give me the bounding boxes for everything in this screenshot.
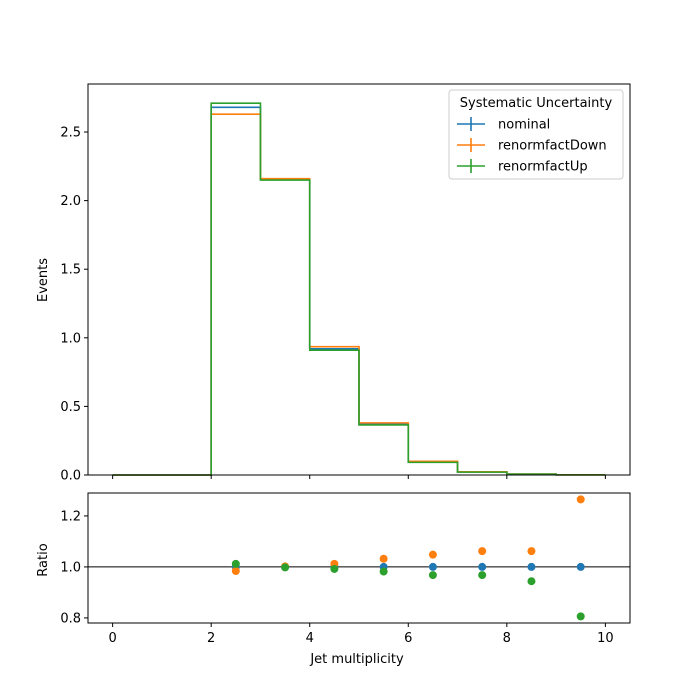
ratio-point-renormfactUp (428, 571, 437, 580)
legend-label-renormfactUp: renormfactUp (498, 160, 588, 175)
ratio-point-nominal (527, 562, 536, 571)
x-tick-label-10: 10 (597, 631, 614, 646)
ratio-y-tick-label-0.8: 0.8 (60, 611, 81, 626)
ratio-point-nominal (576, 562, 585, 571)
ratio-point-renormfactDown (576, 495, 585, 504)
ratio-point-renormfactUp (281, 563, 290, 572)
histogram-step-renormfactUp (112, 102, 606, 476)
ratio-point-renormfactDown (428, 550, 437, 559)
ratio-y-ticks: 0.8 1.0 1.2 (60, 509, 88, 626)
ratio-point-nominal (478, 562, 487, 571)
ratio-point-renormfactUp (527, 577, 536, 586)
legend: Systematic Uncertainty nominal renormfact… (448, 89, 624, 180)
histogram-y-ticks: 0.0 0.5 1.0 1.5 2.0 2.5 (60, 126, 88, 484)
x-axis-label: Jet multiplicity (309, 652, 404, 667)
ratio-point-renormfactUp (576, 612, 585, 621)
x-tick-label-2: 2 (207, 631, 215, 646)
ratio-point-renormfactDown (379, 554, 388, 563)
histogram-y-tick-label-1.0: 1.0 (60, 331, 81, 346)
ratio-series-renormfactUp (231, 559, 585, 621)
histogram-series-group (112, 102, 606, 476)
ratio-y-tick-label-1.2: 1.2 (60, 509, 81, 524)
ratio-point-renormfactDown (527, 547, 536, 556)
ratio-point-renormfactUp (231, 559, 240, 568)
histogram-y-tick-label-0.0: 0.0 (60, 469, 81, 484)
legend-entry-renormfactDown: renormfactDown (457, 138, 607, 154)
legend-label-renormfactDown: renormfactDown (498, 139, 607, 154)
ratio-panel: 0 2 4 6 8 10 0.8 1.0 1.2 Ratio Jet multiplicity (36, 492, 631, 667)
x-tick-label-8: 8 (503, 631, 511, 646)
ratio-points-group (231, 495, 585, 621)
histogram-y-tick-label-2.5: 2.5 (60, 126, 81, 141)
ratio-point-nominal (428, 562, 437, 571)
ratio-y-axis-label: Ratio (36, 543, 51, 576)
histogram-y-tick-label-1.5: 1.5 (60, 263, 81, 278)
ratio-point-renormfactDown (231, 567, 240, 575)
x-tick-label-4: 4 (306, 631, 314, 646)
histogram-x-ticks (112, 475, 606, 479)
ratio-frame (87, 492, 631, 624)
histogram-y-tick-label-0.5: 0.5 (60, 400, 81, 415)
legend-box (448, 89, 624, 180)
ratio-point-renormfactDown (478, 547, 487, 556)
histogram-frame (87, 83, 631, 476)
x-tick-label-6: 6 (404, 631, 412, 646)
ratio-point-renormfactUp (330, 564, 339, 573)
ratio-point-renormfactUp (379, 567, 388, 576)
ratio-point-renormfactUp (478, 571, 487, 580)
histogram-panel: 0.0 0.5 1.0 1.5 2.0 2.5 Events Systematic Unc… (36, 83, 631, 484)
ratio-x-ticks: 0 2 4 6 8 10 (108, 623, 614, 646)
legend-title: Systematic Uncertainty (460, 96, 613, 111)
legend-entry-renormfactUp: renormfactUp (457, 159, 588, 175)
histogram-y-tick-label-2.0: 2.0 (60, 194, 81, 209)
x-tick-label-0: 0 (108, 631, 116, 646)
ratio-plot-area (88, 493, 630, 623)
series-renormfactUp (112, 102, 606, 476)
histogram-y-axis-label: Events (36, 258, 51, 302)
ratio-y-tick-label-1.0: 1.0 (60, 560, 81, 575)
legend-entry-nominal: nominal (457, 117, 550, 133)
legend-entries: nominal renormfactDown renormfactUp (457, 117, 607, 175)
legend-label-nominal: nominal (498, 118, 550, 133)
